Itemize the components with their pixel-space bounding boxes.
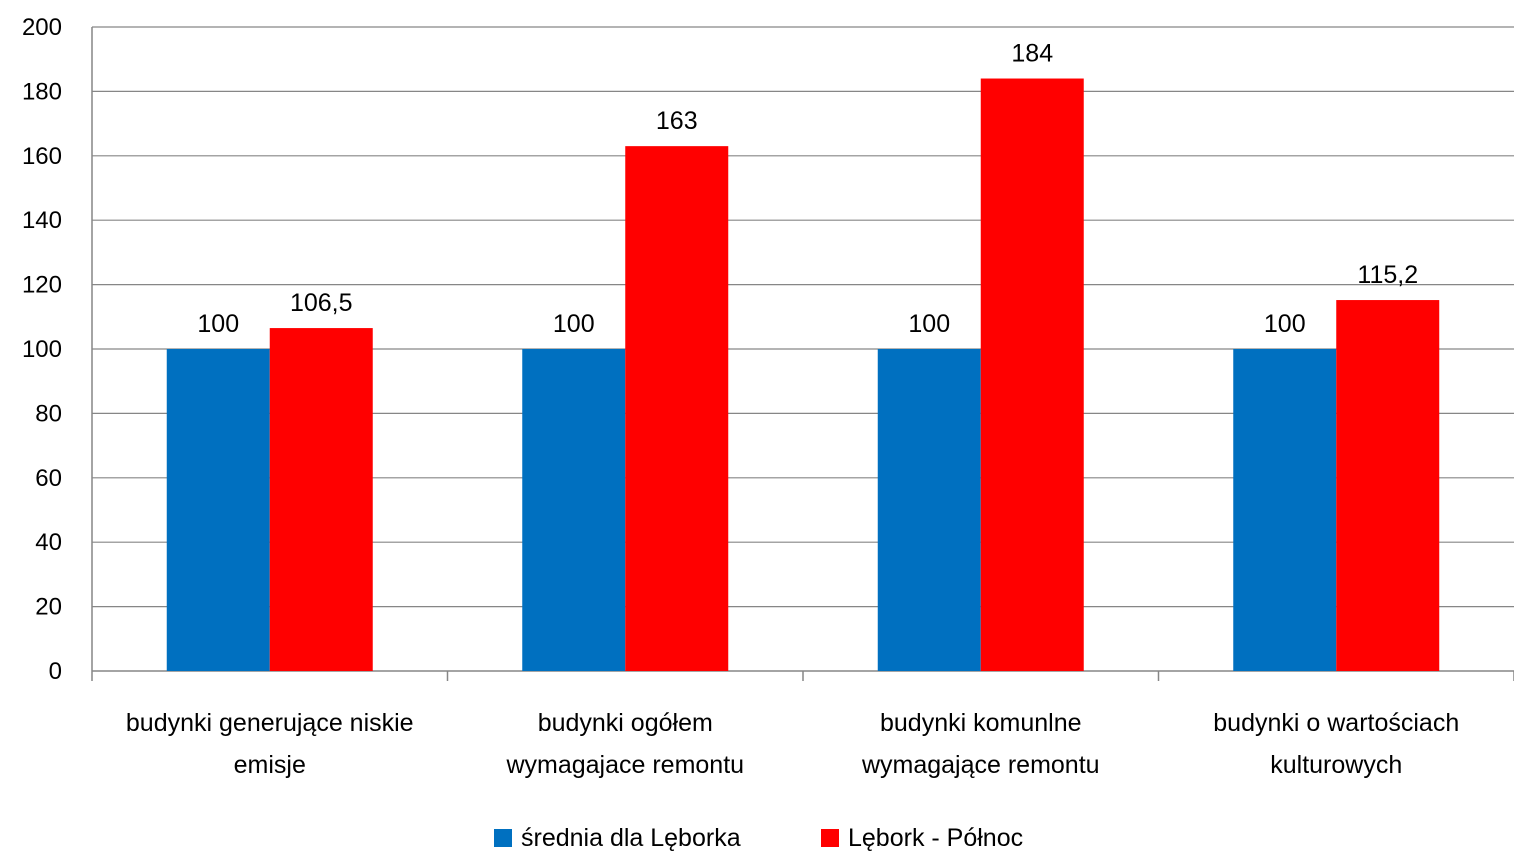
y-tick-label: 80 bbox=[35, 400, 62, 427]
bar-lebork-polnoc bbox=[625, 146, 729, 671]
bar-srednia bbox=[522, 349, 626, 671]
category-label: emisje bbox=[234, 751, 306, 779]
legend-label: średnia dla Lęborka bbox=[521, 824, 741, 851]
data-label: 100 bbox=[1264, 310, 1306, 338]
category-label: wymagajace remontu bbox=[505, 751, 744, 779]
y-tick-label: 40 bbox=[35, 529, 62, 556]
bar-srednia bbox=[166, 349, 270, 671]
bar-srednia bbox=[877, 349, 981, 671]
data-label: 163 bbox=[656, 107, 698, 135]
category-label: kulturowych bbox=[1270, 751, 1402, 779]
y-tick-label: 0 bbox=[49, 658, 62, 685]
legend-swatch bbox=[821, 829, 839, 847]
data-label: 100 bbox=[553, 310, 595, 338]
data-label: 184 bbox=[1011, 40, 1053, 68]
y-tick-label: 120 bbox=[22, 272, 62, 299]
bar-srednia bbox=[1233, 349, 1337, 671]
data-label: 106,5 bbox=[290, 289, 353, 317]
legend-swatch bbox=[494, 829, 512, 847]
y-tick-label: 140 bbox=[22, 207, 62, 234]
y-tick-label: 160 bbox=[22, 143, 62, 170]
category-label: budynki o wartościach bbox=[1213, 709, 1459, 737]
data-label: 115,2 bbox=[1357, 261, 1418, 289]
category-label: wymagające remontu bbox=[861, 751, 1100, 779]
y-tick-label: 180 bbox=[22, 78, 62, 105]
bar-lebork-polnoc bbox=[980, 78, 1084, 671]
category-label: budynki komunlne bbox=[880, 709, 1082, 737]
category-label: budynki ogółem bbox=[538, 709, 713, 737]
y-tick-label: 60 bbox=[35, 465, 62, 492]
y-tick-label: 20 bbox=[35, 594, 62, 621]
y-tick-label: 100 bbox=[22, 336, 62, 363]
legend-label: Lębork - Północ bbox=[848, 824, 1023, 851]
y-tick-label: 200 bbox=[22, 14, 62, 41]
data-label: 100 bbox=[908, 310, 950, 338]
bar-lebork-polnoc bbox=[269, 328, 373, 671]
data-label: 100 bbox=[197, 310, 239, 338]
category-label: budynki generujące niskie bbox=[126, 709, 414, 737]
bar-lebork-polnoc bbox=[1336, 300, 1440, 671]
